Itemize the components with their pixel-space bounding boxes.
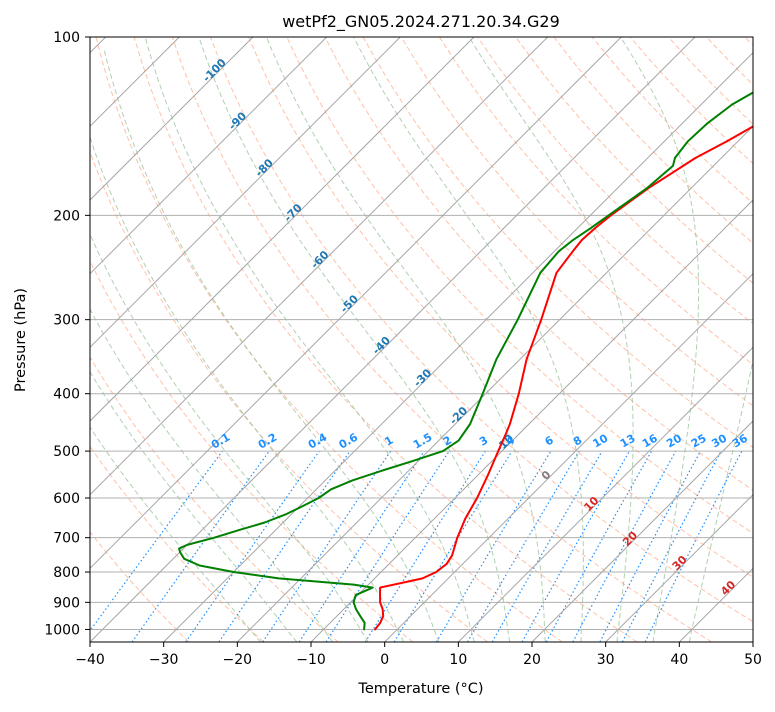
x-tick-label: −20 bbox=[223, 652, 253, 668]
x-axis-label: Temperature (°C) bbox=[357, 681, 483, 697]
x-tick-label: 30 bbox=[597, 652, 615, 668]
x-tick-label: −30 bbox=[149, 652, 179, 668]
x-tick-label: 0 bbox=[380, 652, 389, 668]
y-tick-label: 1000 bbox=[44, 622, 80, 638]
x-tick-label: −40 bbox=[75, 652, 105, 668]
x-tick-label: −10 bbox=[296, 652, 326, 668]
x-tick-label: 10 bbox=[449, 652, 467, 668]
y-axis-label: Pressure (hPa) bbox=[13, 288, 29, 392]
x-tick-label: 50 bbox=[744, 652, 762, 668]
y-tick-label: 300 bbox=[53, 313, 80, 329]
y-tick-label: 600 bbox=[53, 491, 80, 507]
x-tick-label: 20 bbox=[523, 652, 541, 668]
y-tick-label: 700 bbox=[53, 531, 80, 547]
y-tick-label: 200 bbox=[53, 208, 80, 224]
x-tick-label: 40 bbox=[670, 652, 688, 668]
y-tick-label: 400 bbox=[53, 387, 80, 403]
y-tick-label: 500 bbox=[53, 444, 80, 460]
y-tick-label: 100 bbox=[53, 30, 80, 46]
y-tick-label: 800 bbox=[53, 565, 80, 581]
chart-title: wetPf2_GN05.2024.271.20.34.G29 bbox=[282, 12, 560, 32]
y-tick-label: 900 bbox=[53, 595, 80, 611]
